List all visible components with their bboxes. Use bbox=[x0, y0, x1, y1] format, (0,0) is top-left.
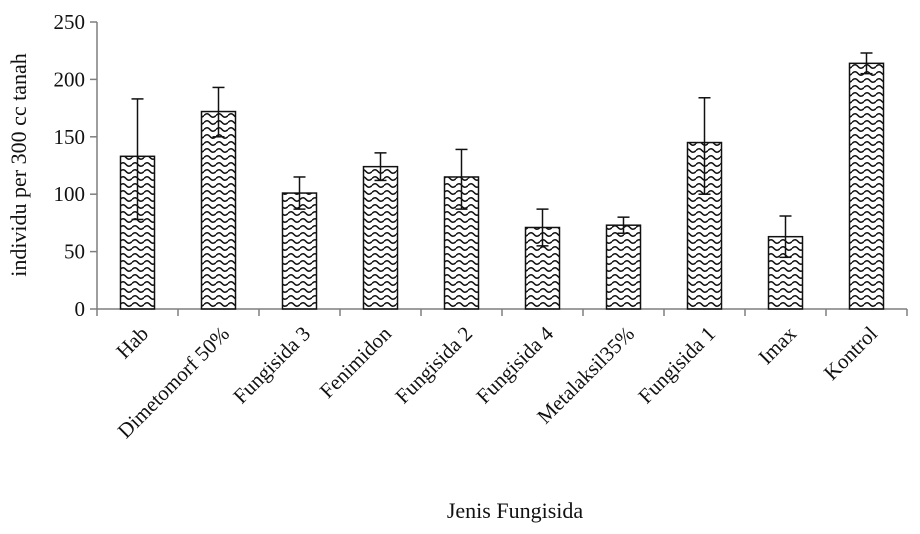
y-tick-label: 0 bbox=[75, 297, 86, 321]
y-tick-label: 250 bbox=[54, 10, 86, 34]
y-tick-label: 200 bbox=[54, 67, 86, 91]
x-tick-label: Fungisida 3 bbox=[228, 322, 315, 409]
y-tick-label: 50 bbox=[64, 240, 85, 264]
x-tick-label: Fenimidon bbox=[315, 321, 397, 403]
x-tick-label: Imax bbox=[754, 321, 802, 369]
bars bbox=[119, 62, 885, 310]
y-tick-label: 100 bbox=[54, 182, 86, 206]
x-tick-label: Fungisida 4 bbox=[471, 321, 558, 408]
x-tick-label: Fungisida 1 bbox=[633, 322, 720, 409]
bar bbox=[605, 224, 642, 310]
x-axis-label: Jenis Fungisida bbox=[447, 498, 584, 523]
axis-labels: individu per 300 cc tanah Jenis Fungisid… bbox=[6, 53, 583, 523]
bar bbox=[362, 165, 399, 310]
x-tick-label: Kontrol bbox=[819, 321, 882, 384]
x-tick-label: Hab bbox=[111, 322, 153, 364]
x-tick-label: Fungisida 2 bbox=[390, 322, 477, 409]
bar bbox=[200, 110, 237, 310]
bar bbox=[848, 62, 885, 310]
y-tick-label: 150 bbox=[54, 125, 86, 149]
y-axis-label: individu per 300 cc tanah bbox=[6, 53, 31, 277]
bar bbox=[281, 192, 318, 310]
error-bars bbox=[131, 52, 873, 259]
